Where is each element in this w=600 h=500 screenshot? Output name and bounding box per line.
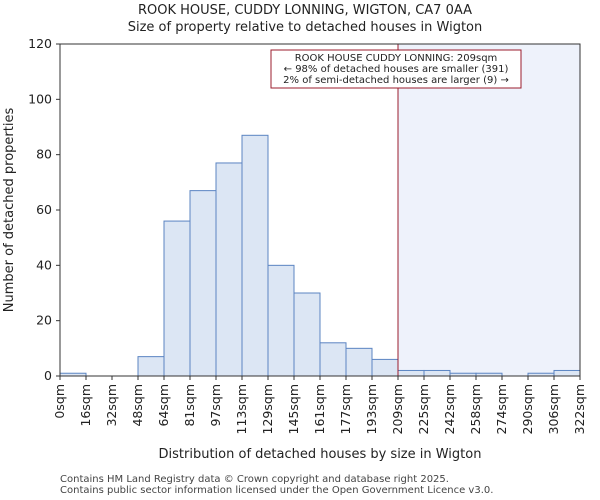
bar-177sqm (345, 347, 373, 377)
bar-129sqm (267, 264, 295, 377)
y-tick-label: 20 (36, 313, 52, 328)
y-tick-label: 40 (36, 257, 52, 272)
x-axis-label: Distribution of detached houses by size … (159, 447, 482, 462)
bar-193sqm (371, 358, 399, 377)
x-tick-label: 225sqm (416, 384, 431, 434)
x-tick-label: 81sqm (182, 384, 197, 427)
x-tick-label: 129sqm (260, 384, 275, 434)
bars (59, 134, 581, 377)
bar-145sqm (293, 292, 321, 377)
annotation-line-2: ← 98% of detached houses are smaller (39… (284, 64, 509, 75)
x-tick-label: 306sqm (546, 384, 561, 434)
y-tick-label: 60 (36, 202, 52, 217)
x-tick-label: 177sqm (338, 384, 353, 434)
x-tick-label: 290sqm (520, 384, 535, 434)
y-tick-label: 0 (44, 368, 52, 383)
x-tick-label: 145sqm (286, 384, 301, 434)
x-tick-label: 274sqm (494, 384, 509, 434)
footer-attribution-1: Contains HM Land Registry data © Crown c… (60, 474, 449, 485)
chart-subtitle: Size of property relative to detached ho… (128, 20, 483, 35)
x-tick-label: 97sqm (208, 384, 223, 427)
x-tick-label: 322sqm (572, 384, 587, 434)
bar-48sqm (137, 356, 165, 377)
bar-161sqm (319, 342, 347, 377)
x-tick-label: 113sqm (234, 384, 249, 434)
y-axis-label: Number of detached properties (2, 108, 17, 313)
x-tick-label: 193sqm (364, 384, 379, 434)
x-tick-label: 161sqm (312, 384, 327, 434)
bar-113sqm (241, 134, 269, 377)
x-tick-label: 209sqm (390, 384, 405, 434)
bar-225sqm (423, 369, 451, 377)
x-tick-label: 32sqm (104, 384, 119, 427)
x-tick-label: 16sqm (78, 384, 93, 427)
x-tick-label: 0sqm (52, 384, 67, 419)
y-tick-label: 80 (36, 147, 52, 162)
x-tick-label: 48sqm (130, 384, 145, 427)
chart-title: ROOK HOUSE, CUDDY LONNING, WIGTON, CA7 0… (138, 3, 472, 18)
footer-attribution-2: Contains public sector information licen… (60, 485, 494, 496)
larger-properties-highlight (398, 44, 580, 376)
y-axis: 0 20 40 60 80 100 120 (28, 36, 60, 383)
annotation-line-1: ROOK HOUSE CUDDY LONNING: 209sqm (295, 53, 498, 64)
x-tick-label: 242sqm (442, 384, 457, 434)
annotation-box: ROOK HOUSE CUDDY LONNING: 209sqm ← 98% o… (270, 49, 522, 89)
y-tick-label: 120 (28, 36, 52, 51)
y-tick-label: 100 (28, 91, 52, 106)
bar-209sqm (397, 369, 425, 377)
annotation-line-3: 2% of semi-detached houses are larger (9… (283, 75, 509, 86)
bar-97sqm (215, 162, 243, 377)
bar-306sqm (553, 369, 581, 377)
x-axis: 0sqm 16sqm 32sqm 48sqm 64sqm 81sqm 97sqm 113sqm… (52, 376, 587, 434)
x-tick-label: 258sqm (468, 384, 483, 434)
x-tick-label: 64sqm (156, 384, 171, 427)
bar-64sqm (163, 220, 191, 377)
bar-81sqm (189, 190, 217, 377)
